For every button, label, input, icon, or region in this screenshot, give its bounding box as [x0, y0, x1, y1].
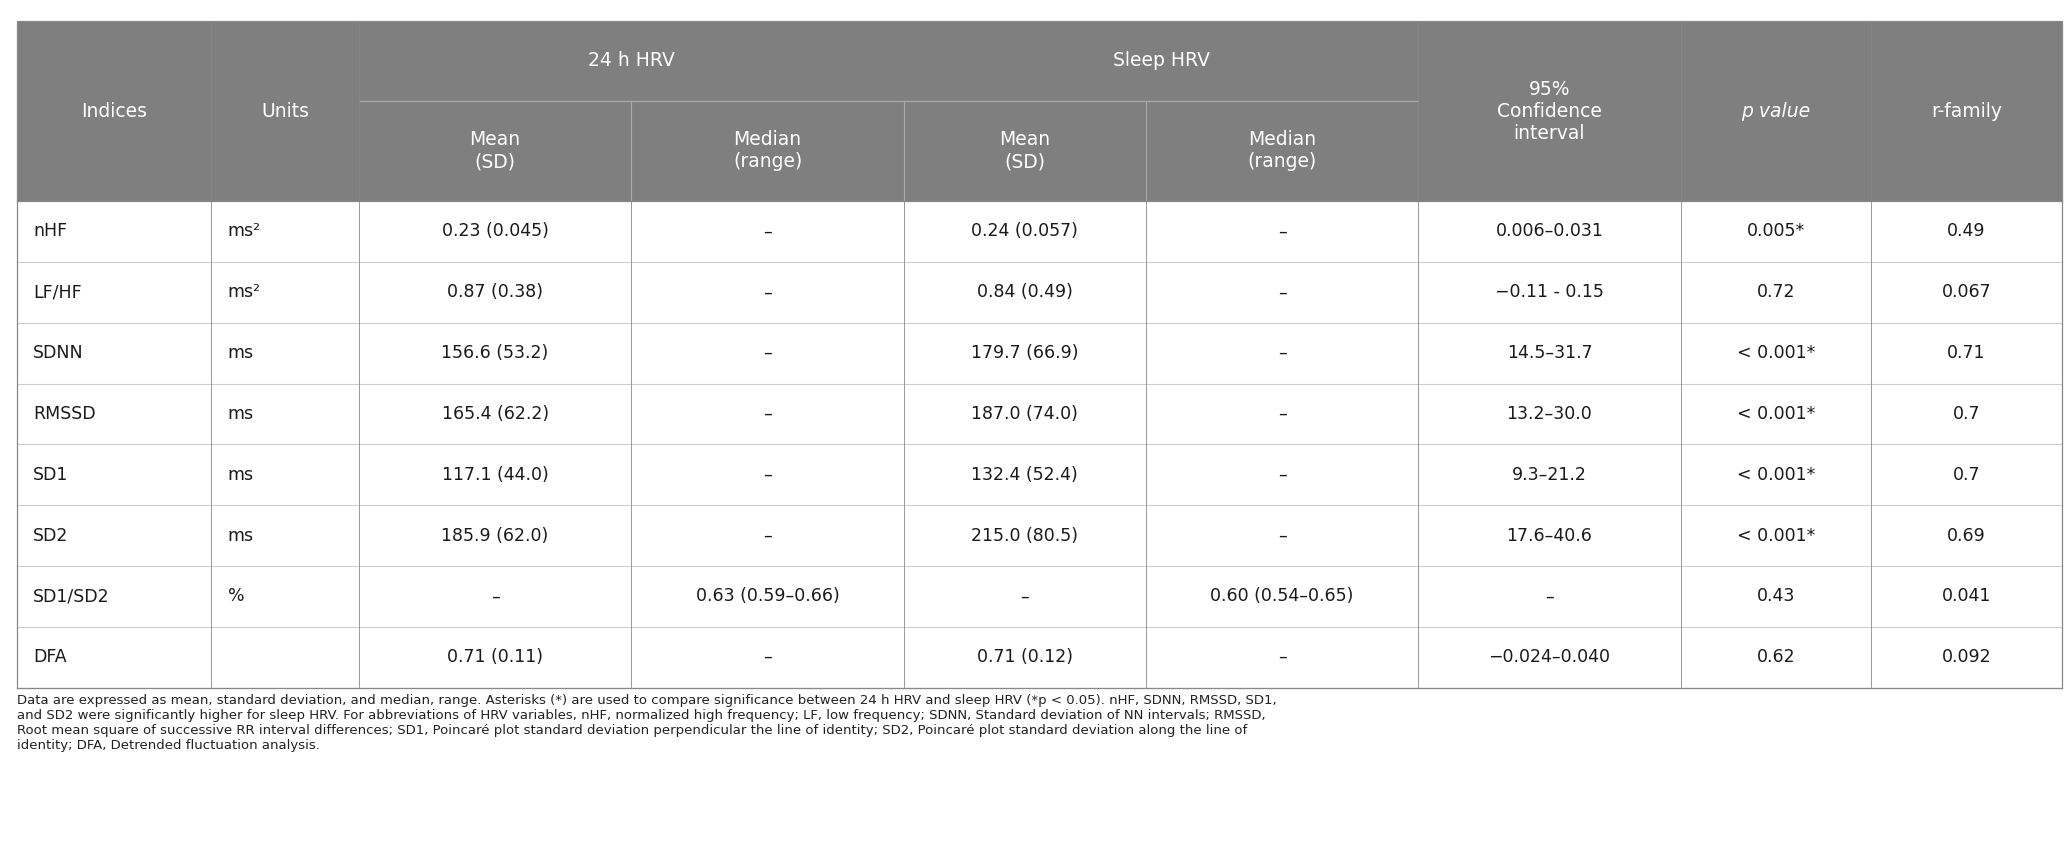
- Text: 0.7: 0.7: [1952, 466, 1981, 484]
- Text: Units: Units: [261, 101, 308, 121]
- Text: –: –: [763, 405, 771, 423]
- Text: Median
(range): Median (range): [732, 130, 802, 171]
- Text: –: –: [1278, 466, 1286, 484]
- Text: –: –: [1278, 527, 1286, 544]
- Bar: [17, 566, 2062, 627]
- Bar: [17, 201, 2062, 262]
- Text: 0.005*: 0.005*: [1747, 222, 1805, 240]
- Text: 156.6 (53.2): 156.6 (53.2): [440, 344, 548, 362]
- Text: p value: p value: [1741, 101, 1810, 121]
- Text: –: –: [1278, 283, 1286, 302]
- Bar: [17, 383, 2062, 445]
- Text: 0.092: 0.092: [1942, 648, 1991, 666]
- Text: 0.43: 0.43: [1756, 587, 1795, 606]
- Bar: [17, 505, 2062, 566]
- Text: 117.1 (44.0): 117.1 (44.0): [443, 466, 548, 484]
- Text: 179.7 (66.9): 179.7 (66.9): [972, 344, 1079, 362]
- Text: SDNN: SDNN: [33, 344, 83, 362]
- Text: 0.63 (0.59–0.66): 0.63 (0.59–0.66): [695, 587, 840, 606]
- Text: –: –: [1278, 405, 1286, 423]
- Text: –: –: [763, 222, 771, 240]
- Text: 14.5–31.7: 14.5–31.7: [1508, 344, 1592, 362]
- Text: < 0.001*: < 0.001*: [1737, 527, 1816, 544]
- Text: Mean
(SD): Mean (SD): [999, 130, 1051, 171]
- Text: Indices: Indices: [81, 101, 147, 121]
- Text: 165.4 (62.2): 165.4 (62.2): [440, 405, 548, 423]
- Text: 9.3–21.2: 9.3–21.2: [1512, 466, 1586, 484]
- Text: r-family: r-family: [1932, 101, 2002, 121]
- Text: 132.4 (52.4): 132.4 (52.4): [972, 466, 1077, 484]
- Text: Mean
(SD): Mean (SD): [469, 130, 521, 171]
- Text: ms²: ms²: [227, 222, 261, 240]
- Bar: [17, 262, 2062, 323]
- Bar: [17, 323, 2062, 383]
- Text: 0.71 (0.12): 0.71 (0.12): [976, 648, 1073, 666]
- Text: SD1/SD2: SD1/SD2: [33, 587, 110, 606]
- Text: DFA: DFA: [33, 648, 66, 666]
- Text: nHF: nHF: [33, 222, 68, 240]
- Text: –: –: [490, 587, 500, 606]
- Text: 24 h HRV: 24 h HRV: [587, 51, 674, 71]
- Text: ms: ms: [227, 527, 254, 544]
- Text: –: –: [1278, 648, 1286, 666]
- Text: 185.9 (62.0): 185.9 (62.0): [440, 527, 548, 544]
- Text: 0.72: 0.72: [1756, 283, 1795, 302]
- Text: RMSSD: RMSSD: [33, 405, 95, 423]
- Text: –: –: [763, 527, 771, 544]
- Text: < 0.001*: < 0.001*: [1737, 344, 1816, 362]
- Text: Data are expressed as mean, standard deviation, and median, range. Asterisks (*): Data are expressed as mean, standard dev…: [17, 694, 1276, 752]
- Text: –: –: [763, 344, 771, 362]
- Text: 0.041: 0.041: [1942, 587, 1991, 606]
- Text: 187.0 (74.0): 187.0 (74.0): [972, 405, 1077, 423]
- Text: –: –: [1545, 587, 1553, 606]
- Text: 0.87 (0.38): 0.87 (0.38): [447, 283, 544, 302]
- Bar: [17, 627, 2062, 688]
- Text: < 0.001*: < 0.001*: [1737, 405, 1816, 423]
- Text: Median
(range): Median (range): [1247, 130, 1317, 171]
- Text: 0.71 (0.11): 0.71 (0.11): [447, 648, 544, 666]
- Text: %: %: [227, 587, 244, 606]
- Text: –: –: [763, 283, 771, 302]
- Text: ms: ms: [227, 466, 254, 484]
- Text: ms²: ms²: [227, 283, 261, 302]
- Text: 0.69: 0.69: [1948, 527, 1985, 544]
- Text: –: –: [1278, 222, 1286, 240]
- Text: SD2: SD2: [33, 527, 68, 544]
- Text: ms: ms: [227, 405, 254, 423]
- Text: 0.60 (0.54–0.65): 0.60 (0.54–0.65): [1210, 587, 1355, 606]
- Text: 0.006–0.031: 0.006–0.031: [1495, 222, 1603, 240]
- Text: –: –: [763, 648, 771, 666]
- Text: 0.067: 0.067: [1942, 283, 1991, 302]
- Text: 17.6–40.6: 17.6–40.6: [1506, 527, 1592, 544]
- Text: −0.024–0.040: −0.024–0.040: [1489, 648, 1611, 666]
- Text: 0.23 (0.045): 0.23 (0.045): [443, 222, 548, 240]
- Text: 0.49: 0.49: [1948, 222, 1985, 240]
- Text: SD1: SD1: [33, 466, 68, 484]
- Text: 0.7: 0.7: [1952, 405, 1981, 423]
- Bar: [17, 21, 2062, 201]
- Text: –: –: [1278, 344, 1286, 362]
- Text: 0.24 (0.057): 0.24 (0.057): [972, 222, 1077, 240]
- Text: 0.71: 0.71: [1948, 344, 1985, 362]
- Text: –: –: [1020, 587, 1030, 606]
- Text: 0.84 (0.49): 0.84 (0.49): [976, 283, 1073, 302]
- Text: −0.11 - 0.15: −0.11 - 0.15: [1495, 283, 1605, 302]
- Text: 215.0 (80.5): 215.0 (80.5): [972, 527, 1077, 544]
- Text: < 0.001*: < 0.001*: [1737, 466, 1816, 484]
- Text: ms: ms: [227, 344, 254, 362]
- Text: –: –: [763, 466, 771, 484]
- Text: Sleep HRV: Sleep HRV: [1113, 51, 1210, 71]
- Text: 0.62: 0.62: [1756, 648, 1795, 666]
- Bar: [17, 445, 2062, 505]
- Text: LF/HF: LF/HF: [33, 283, 83, 302]
- Text: 13.2–30.0: 13.2–30.0: [1508, 405, 1592, 423]
- Text: 95%
Confidence
interval: 95% Confidence interval: [1497, 80, 1603, 142]
